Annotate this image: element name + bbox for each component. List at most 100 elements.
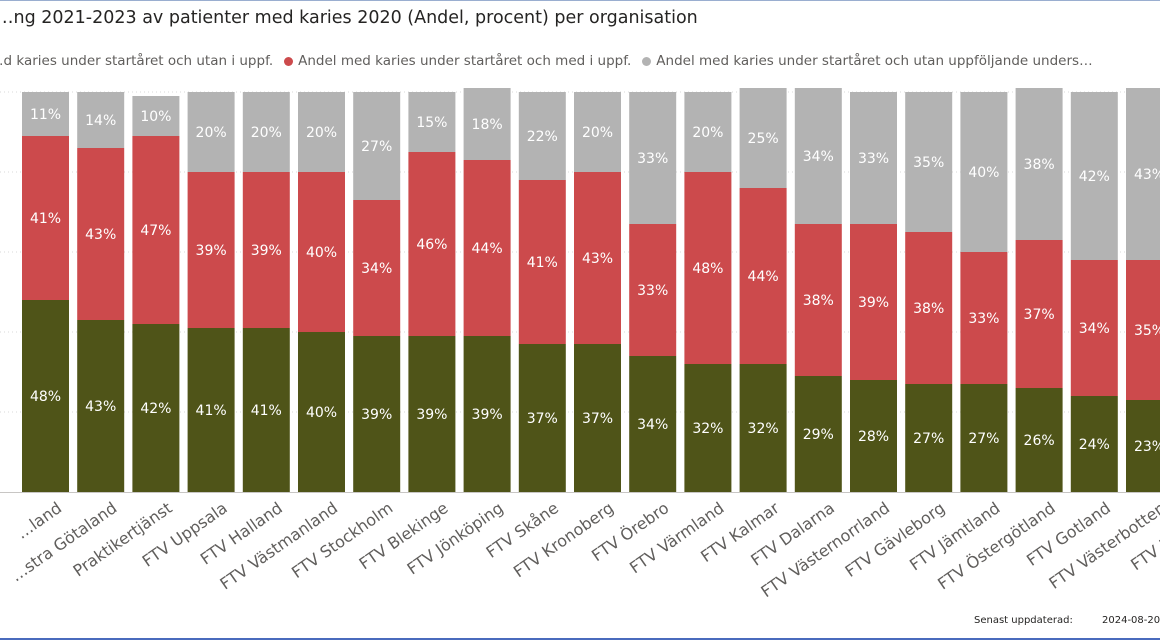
bar-segment-2[interactable] <box>574 172 621 344</box>
bar-segment-2[interactable] <box>1015 240 1063 388</box>
data-label: 39% <box>251 243 282 259</box>
data-label: 34% <box>1079 321 1110 337</box>
bar-segment-1[interactable] <box>629 356 677 492</box>
bar-segment-2[interactable] <box>77 148 125 320</box>
bar-segment-2[interactable] <box>518 180 566 344</box>
bar-segment-1[interactable] <box>187 328 235 492</box>
data-label: 10% <box>140 109 171 125</box>
bar-segment-2[interactable] <box>794 224 842 376</box>
bar-segment-1[interactable] <box>739 364 787 492</box>
bar-segment-2[interactable] <box>629 224 677 356</box>
data-label: 22% <box>527 129 558 145</box>
data-label: 34% <box>361 261 392 277</box>
legend-item-green[interactable]: …d karies under startåret och utan i upp… <box>0 53 273 69</box>
data-label: 39% <box>361 407 392 423</box>
bar-segment-3[interactable] <box>242 92 290 172</box>
data-label: 24% <box>1079 437 1110 453</box>
bar-segment-2[interactable] <box>298 172 345 332</box>
data-label: 34% <box>637 417 668 433</box>
bar-segment-1[interactable] <box>794 376 842 492</box>
bar-segment-3[interactable] <box>298 92 345 172</box>
bar-segment-1[interactable] <box>684 364 732 492</box>
data-label: 34% <box>803 149 834 165</box>
bar-segment-3[interactable] <box>353 92 401 200</box>
data-label: 11% <box>30 107 61 123</box>
bar-segment-1[interactable] <box>463 336 511 492</box>
data-label: 46% <box>416 237 447 253</box>
data-label: 35% <box>1134 323 1160 339</box>
data-label: 20% <box>582 125 613 141</box>
data-label: 44% <box>472 241 503 257</box>
bar-segment-3[interactable] <box>960 92 1008 252</box>
legend-item-gray[interactable]: Andel med karies under startåret och uta… <box>642 53 1093 69</box>
bar-segment-1[interactable] <box>850 380 897 492</box>
legend-label: Andel med karies under startåret och uta… <box>656 53 1093 69</box>
bar-segment-2[interactable] <box>1070 260 1118 396</box>
data-label: 42% <box>140 401 171 417</box>
data-label: 38% <box>913 301 944 317</box>
data-label: 37% <box>582 411 613 427</box>
data-label: 27% <box>913 431 944 447</box>
data-label: 35% <box>913 155 944 171</box>
bar-segment-2[interactable] <box>739 188 787 364</box>
bar-segment-1[interactable] <box>574 344 621 492</box>
bar-segment-3[interactable] <box>22 92 69 136</box>
bar-segment-1[interactable] <box>242 328 290 492</box>
data-label: 40% <box>306 405 337 421</box>
bar-segment-3[interactable] <box>905 92 953 232</box>
bar-segment-2[interactable] <box>463 160 511 336</box>
bar-segment-1[interactable] <box>1015 388 1063 492</box>
bar-segment-3[interactable] <box>132 96 180 136</box>
bar-segment-1[interactable] <box>298 332 345 492</box>
data-label: 28% <box>858 429 889 445</box>
bar-segment-2[interactable] <box>242 172 290 328</box>
bar-segment-3[interactable] <box>1070 92 1118 260</box>
bar-segment-1[interactable] <box>77 320 125 492</box>
bar-segment-3[interactable] <box>1126 88 1160 260</box>
bar-segment-2[interactable] <box>1126 260 1160 400</box>
bar-segment-3[interactable] <box>463 88 511 160</box>
bar-segment-3[interactable] <box>408 92 456 152</box>
bar-segment-2[interactable] <box>850 224 897 380</box>
bar-segment-3[interactable] <box>739 88 787 188</box>
bar-segment-2[interactable] <box>132 136 180 324</box>
bar-segment-1[interactable] <box>905 384 953 492</box>
data-label: 41% <box>251 403 282 419</box>
data-label: 32% <box>748 421 779 437</box>
data-label: 41% <box>30 211 61 227</box>
bar-segment-3[interactable] <box>1015 88 1063 240</box>
data-label: 43% <box>85 399 116 415</box>
bar-segment-1[interactable] <box>1070 396 1118 492</box>
bar-segment-2[interactable] <box>353 200 401 336</box>
data-label: 44% <box>748 269 779 285</box>
bar-segment-2[interactable] <box>22 136 69 300</box>
bar-segment-3[interactable] <box>850 92 897 224</box>
data-label: 14% <box>85 113 116 129</box>
bar-segment-1[interactable] <box>960 384 1008 492</box>
bar-segment-2[interactable] <box>960 252 1008 384</box>
bar-segment-2[interactable] <box>905 232 953 384</box>
bar-segment-1[interactable] <box>132 324 180 492</box>
bar-segment-3[interactable] <box>77 92 125 148</box>
legend-item-red[interactable]: Andel med karies under startåret och med… <box>284 53 631 69</box>
data-label: 20% <box>692 125 723 141</box>
data-label: 26% <box>1024 433 1055 449</box>
bar-segment-1[interactable] <box>518 344 566 492</box>
data-label: 20% <box>251 125 282 141</box>
bar-segment-2[interactable] <box>684 172 732 364</box>
data-label: 23% <box>1134 439 1160 455</box>
bar-segment-1[interactable] <box>408 336 456 492</box>
data-label: 20% <box>196 125 227 141</box>
data-label: 37% <box>527 411 558 427</box>
bar-segment-3[interactable] <box>187 92 235 172</box>
bar-segment-3[interactable] <box>518 92 566 180</box>
bar-segment-3[interactable] <box>629 92 677 224</box>
bar-segment-2[interactable] <box>408 152 456 336</box>
bar-segment-3[interactable] <box>574 92 621 172</box>
bar-segment-3[interactable] <box>794 88 842 224</box>
bar-segment-3[interactable] <box>684 92 732 172</box>
bar-segment-1[interactable] <box>353 336 401 492</box>
bar-segment-1[interactable] <box>1126 400 1160 492</box>
bar-segment-2[interactable] <box>187 172 235 328</box>
bar-segment-1[interactable] <box>22 300 69 492</box>
